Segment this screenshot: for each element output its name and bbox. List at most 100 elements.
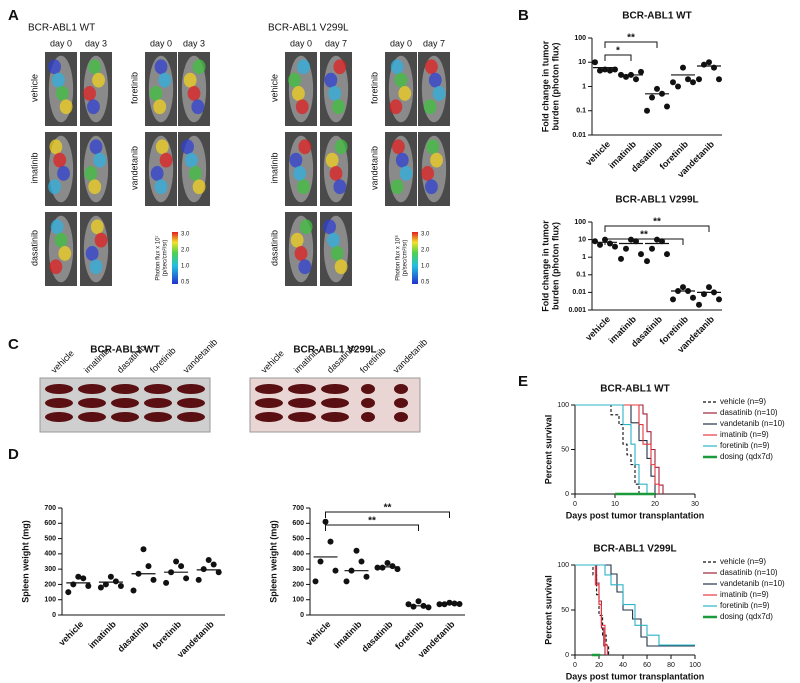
data-point xyxy=(363,573,370,580)
spleen xyxy=(361,412,375,422)
signal xyxy=(327,232,340,248)
signal xyxy=(150,166,164,181)
spleen xyxy=(144,384,172,394)
colorbar-label: (p/sec/cm²/sr) xyxy=(403,240,409,277)
data-point xyxy=(680,64,686,71)
y-axis-label: Spleen weight (mg) xyxy=(20,520,30,603)
data-point xyxy=(97,584,104,591)
signal xyxy=(425,59,438,75)
spleen xyxy=(394,384,408,394)
day-label: day 3 xyxy=(85,38,107,48)
spleen xyxy=(288,398,316,408)
data-point xyxy=(649,94,655,101)
y-tick-label: 100 xyxy=(557,402,569,409)
y-tick-label: 200 xyxy=(292,581,304,588)
y-axis-label: Percent survival xyxy=(543,415,553,485)
signal xyxy=(92,72,105,88)
signal xyxy=(297,179,310,195)
survival-curve xyxy=(575,564,606,655)
significance-bracket xyxy=(325,511,450,518)
signal xyxy=(290,232,304,248)
data-point xyxy=(374,564,381,571)
signal xyxy=(295,99,309,115)
data-point xyxy=(612,243,618,250)
x-tick-label: 20 xyxy=(651,501,659,508)
significance-bracket xyxy=(604,225,710,232)
data-point xyxy=(140,546,147,553)
day-label: day 0 xyxy=(150,38,172,48)
data-point xyxy=(317,558,324,565)
signal xyxy=(52,72,65,88)
colorbar-label: Photon flux x 10⁸ xyxy=(395,235,402,281)
data-point xyxy=(75,573,82,580)
data-point xyxy=(410,603,417,610)
data-point xyxy=(178,563,185,570)
x-tick-label: 20 xyxy=(595,662,603,669)
y-tick-label: 10 xyxy=(578,59,586,66)
treatment-label: vandetanib xyxy=(391,337,429,375)
spleen xyxy=(45,384,73,394)
data-point xyxy=(592,238,598,245)
spleen xyxy=(144,412,172,422)
y-axis-label: burden (photon flux) xyxy=(550,222,560,310)
signal xyxy=(334,259,348,275)
x-tick-label: vehicle xyxy=(304,619,333,648)
data-point xyxy=(716,76,722,83)
legend-label: imatinib (n=9) xyxy=(720,590,769,599)
signal xyxy=(324,72,338,88)
data-point xyxy=(690,79,696,86)
data-point xyxy=(685,76,691,83)
y-tick-label: 700 xyxy=(44,505,56,512)
data-point xyxy=(607,67,613,74)
x-tick-label: imatinib xyxy=(332,619,364,651)
chart-title: BCR-ABL1 V299L xyxy=(615,195,698,206)
signal xyxy=(58,246,72,261)
y-tick-label: 600 xyxy=(292,520,304,527)
treatment-label: vehicle xyxy=(49,348,76,375)
y-tick-label: 100 xyxy=(557,562,569,569)
panel-label: D xyxy=(8,446,19,463)
data-point xyxy=(358,558,365,565)
spleen xyxy=(321,398,349,408)
spleen xyxy=(78,384,106,394)
y-tick-label: 100 xyxy=(44,597,56,604)
y-tick-label: 100 xyxy=(292,597,304,604)
legend-label: dasatinib (n=10) xyxy=(720,568,778,577)
spleen xyxy=(78,412,106,422)
colorbar-tick: 3.0 xyxy=(421,232,430,238)
data-point xyxy=(638,68,644,75)
y-axis-label: Fold change in tumor xyxy=(540,220,550,312)
data-point xyxy=(210,561,217,568)
signal xyxy=(191,99,205,115)
significance-bracket xyxy=(325,524,419,531)
signal xyxy=(421,166,434,181)
spleen xyxy=(78,398,106,408)
data-point xyxy=(623,245,629,252)
group-title: BCR-ABL1 WT xyxy=(90,345,159,356)
y-tick-label: 0.01 xyxy=(572,289,586,296)
colorbar-tick: 2.0 xyxy=(181,248,190,254)
day-label: day 0 xyxy=(50,38,72,48)
day-label: day 0 xyxy=(290,38,312,48)
signal xyxy=(183,72,197,88)
signal xyxy=(323,219,336,235)
data-point xyxy=(117,582,124,589)
signal xyxy=(298,139,312,155)
signal xyxy=(155,139,169,155)
y-tick-label: 0.01 xyxy=(572,132,586,139)
spleen xyxy=(255,398,283,408)
data-point xyxy=(696,76,702,83)
y-tick-label: 500 xyxy=(292,535,304,542)
signal xyxy=(181,139,195,155)
signal xyxy=(88,59,102,75)
colorbar-tick: 2.0 xyxy=(421,248,430,254)
y-tick-label: 300 xyxy=(292,566,304,573)
data-point xyxy=(644,107,650,114)
data-point xyxy=(690,294,696,301)
spleen xyxy=(255,412,283,422)
data-point xyxy=(215,569,222,576)
data-point xyxy=(183,575,190,582)
signal xyxy=(50,219,64,235)
spleen xyxy=(144,398,172,408)
group-title: BCR-ABL1 V299L xyxy=(293,345,376,356)
